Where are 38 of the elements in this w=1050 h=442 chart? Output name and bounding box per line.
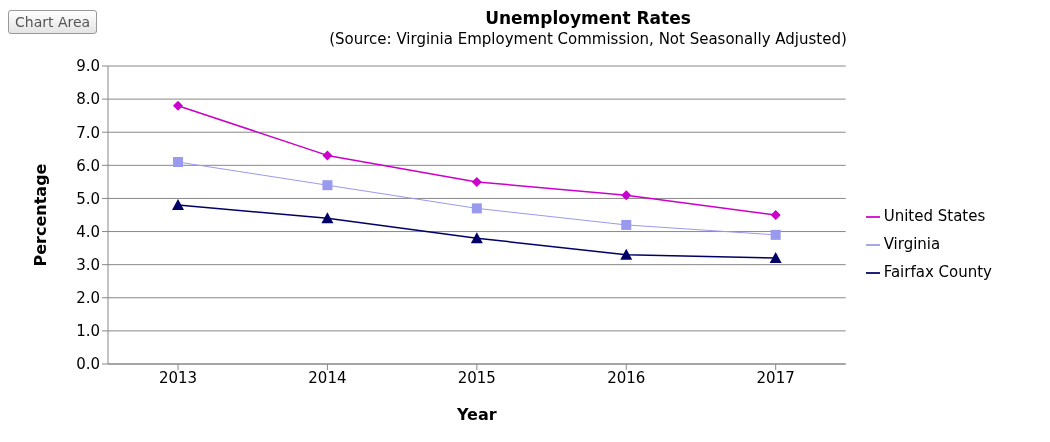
y-tick-label: 2.0 [76, 289, 100, 308]
chart-title: Unemployment Rates [484, 8, 692, 28]
x-axis-title: Year [456, 405, 497, 424]
y-tick-label: 1.0 [76, 322, 100, 341]
point [321, 212, 334, 224]
x-tick-label: 2013 [158, 368, 198, 387]
y-tick-label: 6.0 [76, 156, 100, 175]
point [770, 229, 781, 240]
point [621, 190, 632, 201]
y-tick-label: 3.0 [76, 255, 100, 274]
point [620, 248, 633, 260]
point [322, 180, 333, 191]
x-tick-label: 2014 [308, 368, 347, 387]
point [173, 100, 183, 111]
point [769, 252, 782, 264]
chart-subtitle: (Source: Virginia Employment Commission, Not Seasonally Adjusted) [328, 30, 848, 48]
point [471, 203, 482, 214]
y-tick-label: 5.0 [76, 189, 100, 208]
x-tick-label: 2016 [607, 368, 646, 387]
point [470, 232, 483, 244]
y-tick-label: 7.0 [76, 123, 100, 142]
legend-label: Virginia [883, 235, 941, 253]
point [621, 219, 632, 230]
y-tick-label: 0.0 [76, 355, 100, 374]
point [471, 176, 482, 187]
legend-label: United States [883, 207, 986, 225]
point [172, 199, 184, 211]
y-tick-label: 9.0 [76, 57, 100, 76]
text: Chart Area [8, 10, 98, 34]
point [770, 210, 781, 220]
y-axis-title: Percentage [30, 163, 50, 267]
legend-label: Fairfax County [883, 263, 992, 281]
y-tick-label: 4.0 [76, 222, 100, 241]
x-tick-label: 2015 [457, 368, 496, 387]
point [173, 157, 183, 168]
y-tick-label: 8.0 [76, 90, 100, 109]
point [322, 150, 333, 161]
x-tick-label: 2017 [756, 368, 795, 387]
